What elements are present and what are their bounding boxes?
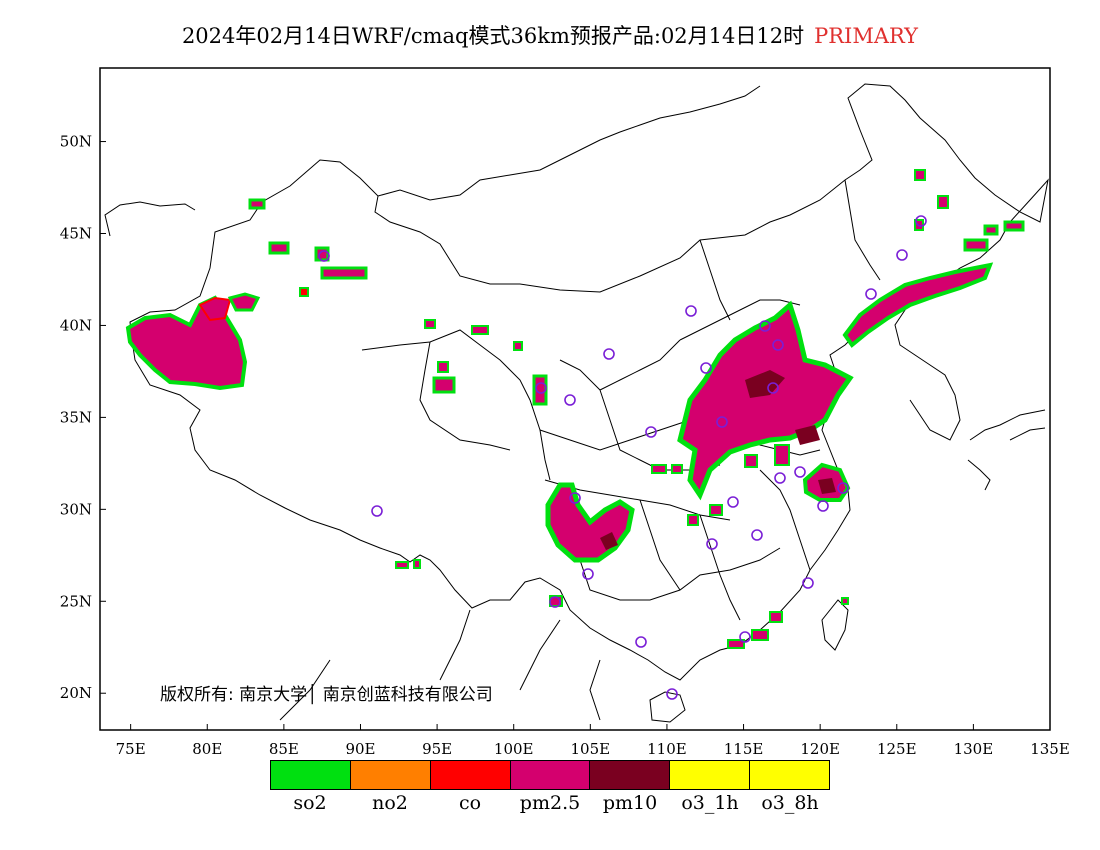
- lon-tick-label: 100E: [494, 740, 534, 758]
- lon-tick-label: 90E: [345, 740, 375, 758]
- legend-swatch-4: [590, 761, 671, 789]
- lon-tick-label: 130E: [954, 740, 994, 758]
- lon-tick-label: 115E: [724, 740, 764, 758]
- lon-tick-label: 135E: [1030, 740, 1070, 758]
- lon-tick-label: 85E: [269, 740, 299, 758]
- lon-tick-label: 125E: [877, 740, 917, 758]
- lat-tick-label: 40N: [60, 316, 92, 334]
- axis-ticks: [100, 141, 1051, 730]
- legend-labels: so2 no2 co pm2.5 pm10 o3_1h o3_8h: [270, 790, 830, 814]
- lon-tick-label: 105E: [571, 740, 611, 758]
- legend-label-4: pm10: [602, 792, 658, 814]
- map-title: 2024年02月14日WRF/cmaq模式36km预报产品:02月14日12时 P…: [0, 20, 1100, 50]
- country-boundaries: [104, 83, 1049, 723]
- legend-swatches: [270, 760, 830, 790]
- lat-tick-label: 25N: [60, 592, 92, 610]
- lon-tick-label: 110E: [647, 740, 687, 758]
- title-main: 2024年02月14日WRF/cmaq模式36km预报产品:02月14日12时: [181, 24, 805, 48]
- legend-label-2: co: [458, 792, 482, 814]
- copyright-text: 版权所有: 南京大学│ 南京创蓝科技有限公司: [160, 685, 493, 705]
- title-tag: PRIMARY: [814, 24, 919, 48]
- legend-label-5: o3_1h: [681, 792, 739, 814]
- lat-tick-label: 35N: [60, 408, 92, 426]
- legend-swatch-1: [350, 761, 431, 789]
- lat-tick-label: 20N: [60, 684, 92, 702]
- lon-tick-label: 120E: [800, 740, 840, 758]
- lat-tick-label: 30N: [60, 500, 92, 518]
- legend-swatch-3: [510, 761, 591, 789]
- lon-tick-label: 95E: [422, 740, 452, 758]
- legend-label-3: pm2.5: [519, 792, 581, 814]
- map-frame: [99, 67, 1051, 731]
- legend-label-0: so2: [293, 792, 327, 814]
- lat-tick-label: 45N: [60, 225, 92, 243]
- legend-label-6: o3_8h: [761, 792, 819, 814]
- pollution-overlay: [125, 169, 1025, 649]
- axis-labels: 75E 80E 85E 90E 95E 100E 105E 110E 115E 120E 125E 1…: [60, 133, 1070, 758]
- legend-swatch-5: [670, 761, 751, 789]
- lat-tick-label: 50N: [60, 133, 92, 151]
- legend-swatch-0: [271, 761, 351, 789]
- legend-label-1: no2: [372, 792, 408, 814]
- legend: so2 no2 co pm2.5 pm10 o3_1h o3_8h: [270, 760, 830, 814]
- legend-swatch-6: [750, 761, 830, 789]
- lon-tick-label: 75E: [116, 740, 146, 758]
- legend-swatch-2: [430, 761, 511, 789]
- lon-tick-label: 80E: [192, 740, 222, 758]
- monitor-stations: [318, 215, 927, 700]
